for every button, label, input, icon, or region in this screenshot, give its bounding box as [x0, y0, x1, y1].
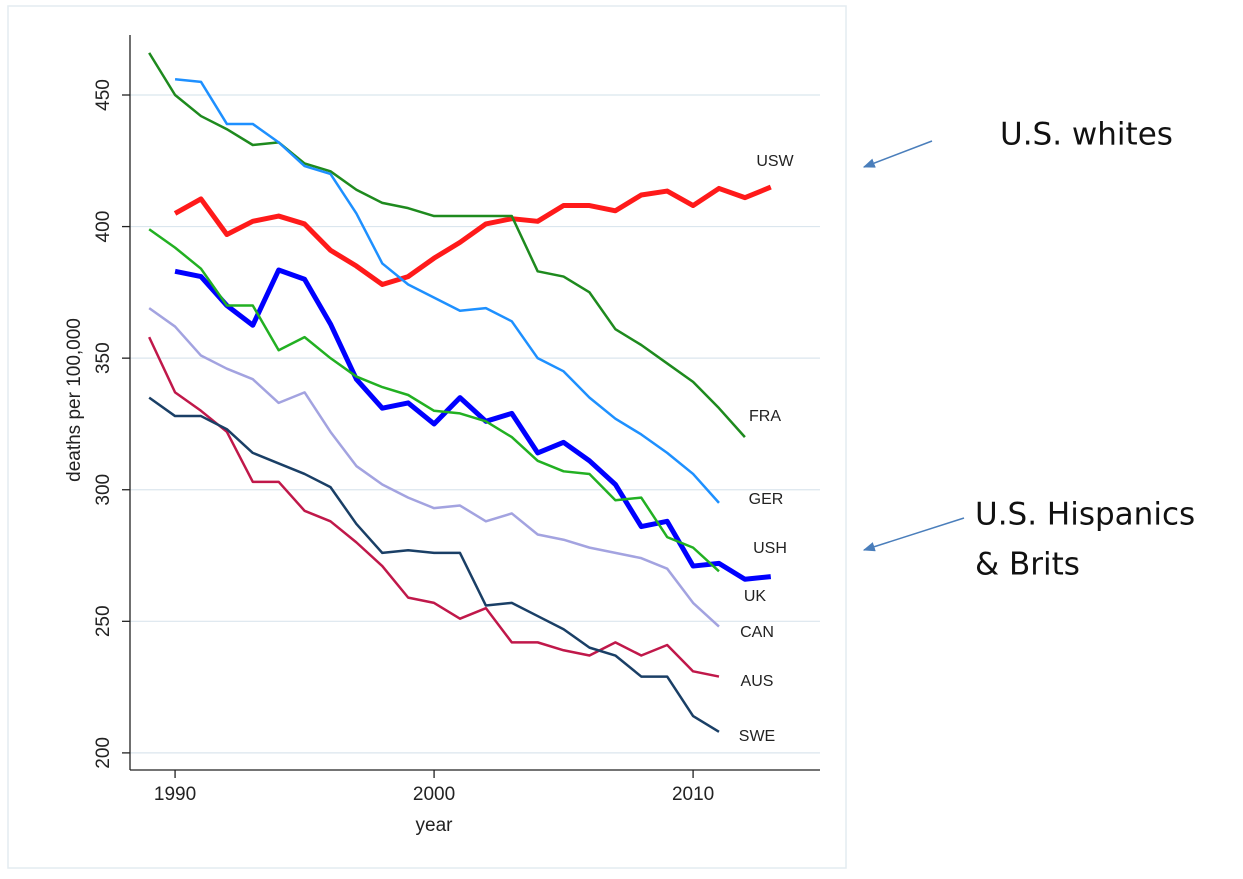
series-line — [148, 52, 746, 438]
series-label: UK — [744, 588, 767, 605]
series-label: FRA — [749, 408, 781, 425]
series-label: SWE — [739, 728, 775, 745]
series-line — [174, 267, 772, 582]
series-label: AUS — [741, 673, 774, 690]
x-axis-title: year — [416, 815, 454, 836]
arrow — [862, 517, 965, 552]
series-label: USW — [756, 153, 794, 170]
y-tick-label: 200 — [93, 737, 114, 769]
x-tick-label: 1990 — [154, 784, 196, 805]
annotation: U.S. Hispanics — [975, 497, 1195, 533]
series-line — [148, 396, 720, 733]
series-line — [148, 228, 720, 573]
annotation: & Brits — [975, 547, 1080, 583]
y-tick-label: 300 — [93, 474, 114, 506]
series-label: USH — [753, 540, 787, 557]
frame — [7, 5, 847, 869]
annotation: U.S. whites — [1000, 117, 1173, 153]
y-axis-title: deaths per 100,000 — [64, 318, 85, 482]
y-tick-label: 250 — [93, 605, 114, 637]
y-tick-label: 450 — [93, 79, 114, 111]
series-line — [148, 336, 720, 678]
x-tick-label: 2000 — [413, 784, 455, 805]
series-line — [148, 307, 720, 628]
y-tick-label: 350 — [93, 342, 114, 374]
x-tick-label: 2010 — [672, 784, 714, 805]
series-line — [174, 77, 720, 504]
series-label: GER — [749, 491, 784, 508]
series-line — [173, 184, 772, 287]
arrow — [862, 140, 933, 168]
y-tick-label: 400 — [93, 211, 114, 243]
series-label: CAN — [740, 624, 774, 641]
